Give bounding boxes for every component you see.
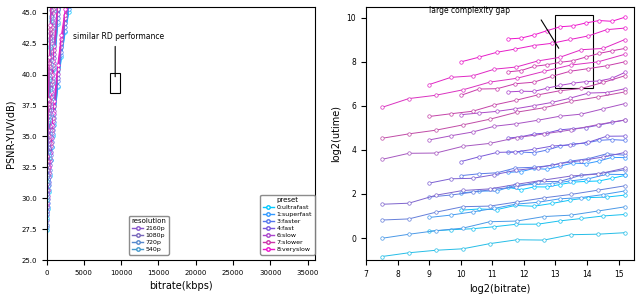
Text: similar RD performance: similar RD performance bbox=[73, 32, 164, 41]
Y-axis label: PSNR-YUV(dB): PSNR-YUV(dB) bbox=[6, 99, 15, 168]
X-axis label: log2(bitrate): log2(bitrate) bbox=[470, 284, 531, 294]
Text: large complexity gap: large complexity gap bbox=[429, 6, 510, 15]
Bar bbox=[110, 73, 120, 93]
Y-axis label: log2(utime): log2(utime) bbox=[331, 105, 341, 162]
X-axis label: bitrate(kbps): bitrate(kbps) bbox=[149, 281, 212, 291]
Legend: 0:ultrafast, 1:superfast, 3:faster, 4:fast, 6:slow, 7:slower, 8:veryslow: 0:ultrafast, 1:superfast, 3:faster, 4:fa… bbox=[260, 195, 315, 254]
Bar bbox=[556, 15, 593, 88]
